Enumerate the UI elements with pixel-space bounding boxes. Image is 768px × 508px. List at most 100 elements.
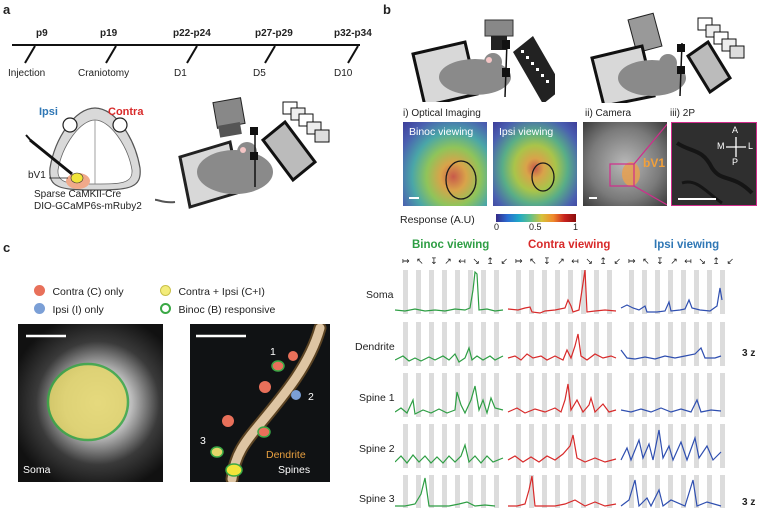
timeline-event-d1: D1 — [174, 68, 187, 79]
legend-binoc: Binoc (B) responsive — [160, 300, 275, 318]
axis-medial: M — [717, 141, 725, 151]
timeline-age-p27: p27-p29 — [255, 28, 293, 39]
stimulus-bars — [403, 270, 725, 508]
trace-spine2-contra — [507, 434, 617, 463]
contra-dot-icon — [34, 285, 45, 297]
direction-glyph: ↙ — [613, 256, 621, 266]
direction-glyphs-binoc: ↦ ↖ ↧ ↗ ↤ ↘ ↥ ↙ — [402, 256, 508, 267]
bv1-region-label: bV1 — [643, 156, 666, 170]
row-label-spine-3: Spine 3 — [359, 493, 395, 505]
response-label: Response (A.U) — [400, 214, 475, 226]
trace-spine3-binoc — [395, 477, 496, 507]
camera-2p-setup-illustration — [580, 8, 750, 103]
contra-viewing-title: Contra viewing — [528, 239, 611, 251]
direction-glyph: ↖ — [529, 256, 537, 266]
direction-glyph: ↤ — [684, 256, 692, 266]
legend-label: Contra + Ipsi (C+I) — [178, 286, 265, 298]
direction-glyph: ↦ — [515, 256, 523, 266]
trace-spine3-contra — [508, 475, 617, 507]
trace-spine1-ipsi — [620, 398, 722, 413]
construct-line-1: Sparse CaMKII-Cre — [34, 189, 122, 200]
trace-spine2-ipsi — [620, 429, 722, 462]
direction-glyph: ↤ — [458, 256, 466, 266]
legend-label: Ipsi (I) only — [52, 304, 104, 316]
direction-glyph: ↧ — [430, 256, 438, 266]
ipsi-viewing-title: Ipsi viewing — [654, 239, 720, 251]
two-photon-image: A P M L — [671, 122, 757, 206]
trace-spine1-binoc — [395, 385, 504, 416]
direction-glyph: ↥ — [486, 256, 494, 266]
camera-image: bV1 — [583, 122, 667, 206]
timeline-event-d10: D10 — [334, 68, 353, 79]
timeline-event-d5: D5 — [253, 68, 266, 79]
timeline-event-injection: Injection — [8, 68, 46, 79]
spine-1-label: 1 — [270, 346, 276, 358]
trace-soma-contra — [507, 270, 617, 314]
ipsi-label: Ipsi — [39, 106, 58, 118]
direction-glyphs-ipsi: ↦ ↖ ↧ ↗ ↤ ↘ ↥ ↙ — [628, 256, 734, 267]
direction-glyph: ↥ — [712, 256, 720, 266]
trace-dendrite-contra — [507, 333, 617, 361]
panel-a-letter: a — [3, 2, 11, 17]
direction-glyph: ↦ — [628, 256, 636, 266]
timeline: p9 p19 p22-p24 p27-p29 p32-p34 Injection… — [0, 0, 380, 90]
row-label-spine-2: Spine 2 — [359, 443, 395, 455]
panel-c-letter: c — [3, 240, 11, 255]
timeline-age-p32: p32-p34 — [334, 28, 372, 39]
legend-label: Contra (C) only — [52, 286, 124, 298]
soma-image: Soma — [18, 324, 163, 482]
row-label-soma: Soma — [366, 289, 394, 301]
contra-ipsi-dot-icon — [160, 285, 171, 297]
timeline-axis — [12, 44, 360, 64]
direction-glyph: ↖ — [642, 256, 650, 266]
brain-top-view-icon — [25, 107, 141, 191]
contra-label: Contra — [108, 106, 144, 118]
trace-dendrite-ipsi — [620, 346, 722, 360]
binoc-viewing-label: Binoc viewing — [409, 126, 474, 138]
colorbar-tick-05: 0.5 — [529, 222, 542, 232]
row-label-spine-1: Spine 1 — [359, 392, 395, 404]
direction-glyph: ↖ — [416, 256, 424, 266]
direction-glyph: ↗ — [670, 256, 678, 266]
response-colorbar — [496, 214, 576, 222]
bv1-label: bV1 — [28, 170, 46, 181]
optical-imaging-label: i) Optical Imaging — [403, 108, 481, 119]
direction-glyph: ↗ — [444, 256, 452, 266]
panel-b-letter: b — [383, 2, 391, 17]
axis-posterior: P — [732, 157, 739, 167]
legend-label: Binoc (B) responsive — [178, 304, 276, 316]
legend-contra-ipsi: Contra + Ipsi (C+I) — [160, 282, 265, 300]
trace-spine1-contra — [507, 383, 617, 414]
dendrite-label: Dendrite — [266, 449, 306, 461]
direction-glyph: ↙ — [726, 256, 734, 266]
spine-3-label: 3 — [200, 435, 206, 447]
direction-glyph: ↘ — [698, 256, 706, 266]
direction-glyph: ↧ — [543, 256, 551, 266]
injection-schematic: Ipsi Contra bV1 — [20, 98, 170, 208]
direction-glyph: ↤ — [571, 256, 579, 266]
scale-bar-spine-label: 3 z — [742, 497, 756, 508]
trace-dendrite-binoc — [395, 346, 504, 363]
binoc-ring-icon — [160, 303, 171, 315]
axis-lateral: L — [748, 141, 754, 151]
direction-glyphs: ↦ ↖ ↧ ↗ ↤ ↘ ↥ ↙ ↦ ↖ ↧ ↗ ↤ ↘ ↥ ↙ ↦ ↖ ↧ ↗ ↤ ↘ ↥ ↙ — [402, 256, 734, 270]
camera-label: ii) Camera — [585, 108, 632, 119]
trace-soma-ipsi — [620, 287, 723, 313]
mouse-objective-monitor-icon — [590, 12, 745, 103]
row-label-dendrite: Dendrite — [355, 341, 395, 353]
spines-label: Spines — [278, 464, 311, 476]
colorbar-tick-1: 1 — [573, 222, 579, 232]
trace-spine3-ipsi — [620, 479, 722, 508]
mouse-camera-checkerboard-icon — [411, 19, 555, 102]
ipsi-dot-icon — [34, 303, 45, 315]
ipsi-viewing-map: Ipsi viewing — [493, 122, 577, 206]
scale-bar-dendrite-label: 3 z — [742, 348, 756, 359]
construct-line-2: DIO-GCaMP6s-mRuby2 — [34, 201, 142, 212]
legend-ipsi-only: Ipsi (I) only — [34, 300, 104, 318]
direction-glyph: ↧ — [656, 256, 664, 266]
trace-spine2-binoc — [395, 442, 504, 464]
direction-glyph: ↗ — [557, 256, 565, 266]
calcium-traces — [395, 270, 725, 508]
colorbar-tick-0: 0 — [494, 222, 500, 232]
binoc-viewing-map: Binoc viewing — [403, 122, 487, 206]
